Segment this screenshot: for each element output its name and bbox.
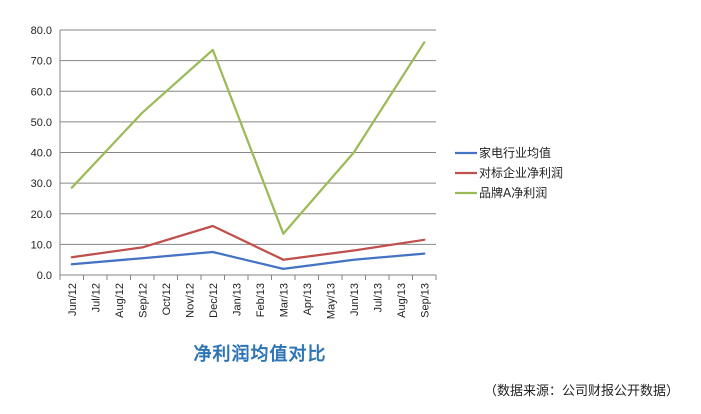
x-tick-label: Mar/13	[278, 283, 290, 317]
series-line-1	[70, 224, 426, 261]
x-tick-label: May/13	[325, 283, 337, 319]
y-tick-label: 70.0	[31, 56, 52, 68]
x-tick-label: Jan/13	[231, 283, 243, 316]
series-line-0	[70, 250, 426, 271]
x-tick-label: Jun/12	[67, 283, 79, 316]
y-tick-label: 50.0	[31, 117, 52, 129]
x-axis-ticks: Jun/12 Jul/12 Aug/12 Sep/12 Oct/12 Nov/12 Dec/…	[67, 283, 432, 319]
series-line-2	[70, 41, 426, 235]
y-tick-label: 20.0	[31, 209, 52, 221]
legend-label: 品牌A净利润	[479, 186, 547, 200]
legend-label: 对标企业净利润	[479, 165, 563, 180]
x-tick-label: Apr/13	[302, 283, 314, 315]
x-tick-label: Sep/12	[137, 283, 149, 318]
x-tick-label: Jul/12	[90, 283, 102, 312]
x-tick-label: Nov/12	[184, 283, 196, 318]
x-tick-label: Jul/13	[372, 283, 384, 312]
x-tick-label: Jun/13	[349, 283, 361, 316]
x-tick-label: Oct/12	[161, 283, 173, 315]
x-tick-label: Dec/12	[208, 283, 220, 318]
gridlines	[60, 29, 436, 245]
x-tick-label: Sep/13	[419, 283, 431, 318]
x-tick-label: Feb/13	[255, 283, 267, 317]
x-tick-label: Aug/12	[114, 283, 126, 318]
y-tick-label: 80.0	[31, 25, 52, 37]
x-tick-label: Aug/13	[396, 283, 408, 318]
y-axis-ticks: 0.0 10.0 20.0 30.0 40.0 50.0 60.0 70.0 80.0	[31, 25, 52, 282]
legend-label: 家电行业均值	[479, 145, 551, 160]
axes	[59, 30, 437, 280]
y-tick-label: 30.0	[31, 178, 52, 190]
y-tick-label: 60.0	[31, 86, 52, 98]
y-tick-label: 10.0	[31, 239, 52, 251]
chart-title: 净利润均值对比	[193, 344, 327, 365]
series-lines	[70, 41, 426, 271]
source-note: （数据来源：公司财报公开数据）	[483, 384, 679, 399]
y-tick-label: 0.0	[37, 270, 52, 282]
y-tick-label: 40.0	[31, 148, 52, 160]
